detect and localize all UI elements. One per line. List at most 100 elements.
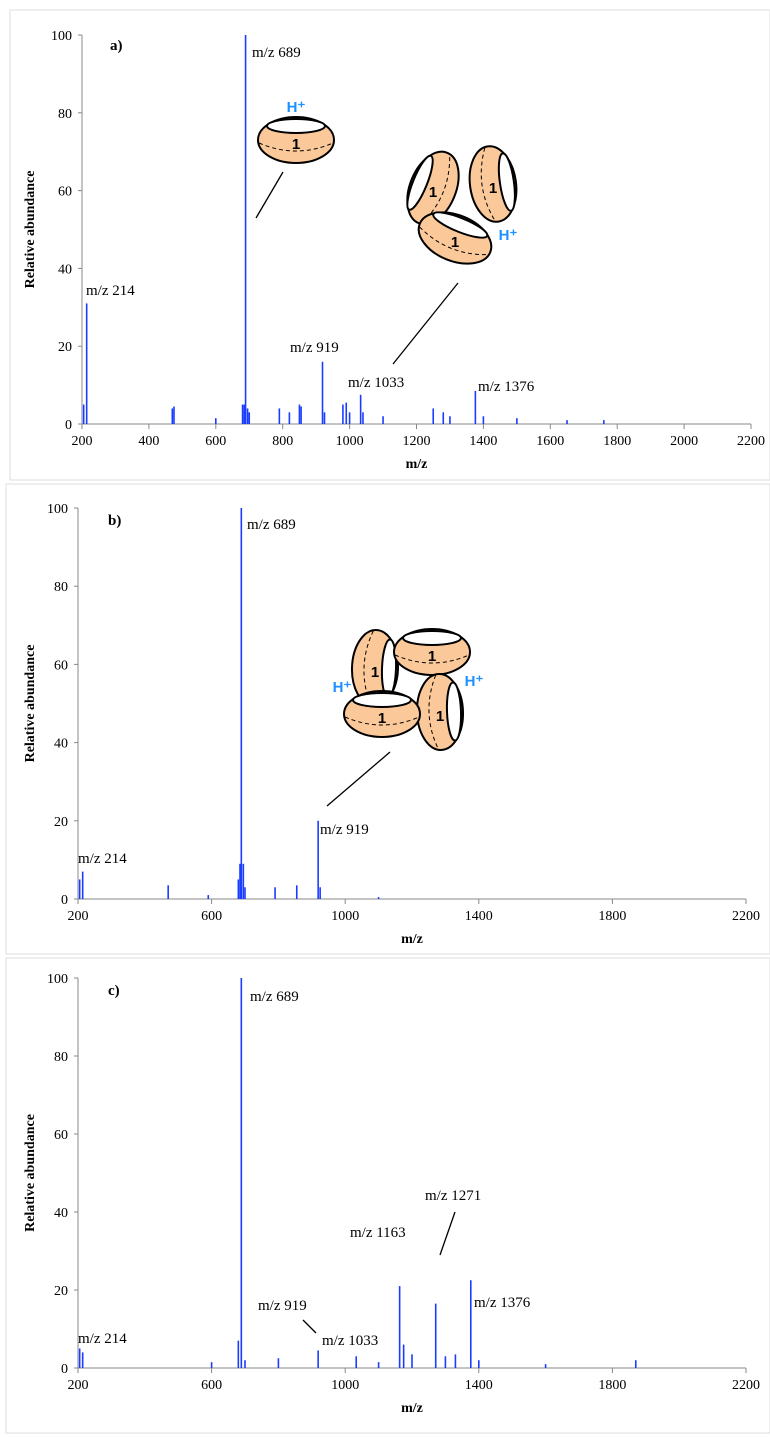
x-tick-label: 600 [201,909,222,924]
peak-annotation: m/z 919 [320,822,369,838]
monomer-shape [468,145,518,223]
panel-label: a) [110,38,123,54]
torus-rim [394,654,470,664]
y-tick-label: 40 [58,262,72,277]
proton-label: H⁺ [287,99,306,116]
panel-frame [9,9,770,481]
monomer-shape [393,628,471,676]
peak-annotation: m/z 1376 [478,379,535,395]
leader-line [392,282,459,365]
monomer-label: 1 [489,180,497,197]
y-tick-label: 60 [54,1128,68,1143]
x-tick-label: 1400 [469,434,497,449]
monomer-shape [350,629,400,707]
torus-rim [363,630,374,706]
proton-label: H⁺ [499,227,518,244]
monomer-label: 1 [428,648,436,665]
peak-annotation: m/z 1163 [350,1225,406,1241]
x-tick-label: 1800 [598,1378,626,1393]
x-tick-label: 600 [201,1378,222,1393]
panel-frame [5,483,770,955]
monomer-shape [343,690,421,738]
torus-hole [445,681,463,742]
proton-label: H⁺ [333,679,352,696]
torus-rim [480,147,496,222]
monomer-label: 1 [292,136,300,153]
peak-annotation: m/z 689 [252,45,301,61]
peak-annotation: m/z 1376 [474,1295,531,1311]
peak-annotation: m/z 1271 [425,1188,481,1204]
x-tick-label: 1200 [403,434,431,449]
monomer-label: 1 [371,664,379,681]
monomer-label: 1 [451,234,459,251]
x-tick-label: 1000 [331,909,359,924]
monomer-shape [257,116,335,164]
x-axis-label: m/z [401,1401,423,1416]
torus-rim [258,142,334,152]
leader-line [255,171,284,219]
x-tick-label: 1800 [603,434,631,449]
panel-frame [5,957,770,1434]
x-tick-label: 200 [72,434,93,449]
torus-hole [432,211,489,239]
y-tick-label: 100 [47,502,68,517]
y-tick-label: 80 [54,1050,68,1065]
peak-annotation: m/z 214 [78,1331,127,1347]
x-tick-label: 200 [68,909,89,924]
peak-annotation: m/z 919 [290,340,339,356]
torus-rim [344,716,420,726]
y-tick-label: 20 [54,1284,68,1299]
y-tick-label: 80 [54,580,68,595]
peak-annotation: m/z 1033 [322,1333,378,1349]
y-axis-label: Relative abundance [23,645,38,763]
monomer-shape [417,211,493,265]
panel-label: c) [108,983,120,999]
x-tick-label: 400 [138,434,159,449]
torus-hole [406,154,434,211]
x-tick-label: 1000 [331,1378,359,1393]
x-tick-label: 800 [272,434,293,449]
peak-annotation: m/z 214 [86,283,135,299]
y-tick-label: 40 [54,737,68,752]
y-tick-label: 60 [58,185,72,200]
x-axis-label: m/z [401,932,423,947]
monomer-shape [406,150,460,226]
x-tick-label: 2000 [670,434,698,449]
leader-line [439,1211,456,1256]
y-tick-label: 20 [58,340,72,355]
y-axis-label: Relative abundance [23,171,38,289]
x-tick-label: 600 [205,434,226,449]
torus-hole [497,152,516,212]
monomer-label: 1 [378,710,386,727]
x-tick-label: 2200 [732,909,760,924]
torus-hole [352,692,412,708]
leader-line [302,1319,317,1334]
leader-line [326,751,391,807]
torus-rim [428,674,439,750]
x-axis-label: m/z [406,457,428,472]
torus-hole [402,630,462,646]
y-tick-label: 0 [61,1362,68,1377]
y-tick-label: 100 [51,29,72,44]
y-tick-label: 0 [65,418,72,433]
y-tick-label: 100 [47,972,68,987]
x-tick-label: 1600 [536,434,564,449]
peak-annotation: m/z 919 [258,1298,307,1314]
y-tick-label: 40 [54,1206,68,1221]
panel-label: b) [108,513,121,529]
peak-annotation: m/z 689 [247,517,296,533]
peak-annotation: m/z 1033 [348,375,404,391]
y-tick-label: 60 [54,658,68,673]
x-tick-label: 1400 [465,909,493,924]
x-tick-label: 1800 [598,909,626,924]
x-tick-label: 2200 [732,1378,760,1393]
peak-annotation: m/z 214 [78,851,127,867]
x-tick-label: 2200 [737,434,765,449]
monomer-label: 1 [429,184,437,201]
torus-rim [419,226,489,256]
proton-label: H⁺ [465,673,484,690]
y-tick-label: 20 [54,815,68,830]
y-axis-label: Relative abundance [23,1114,38,1232]
peak-annotation: m/z 689 [250,989,299,1005]
